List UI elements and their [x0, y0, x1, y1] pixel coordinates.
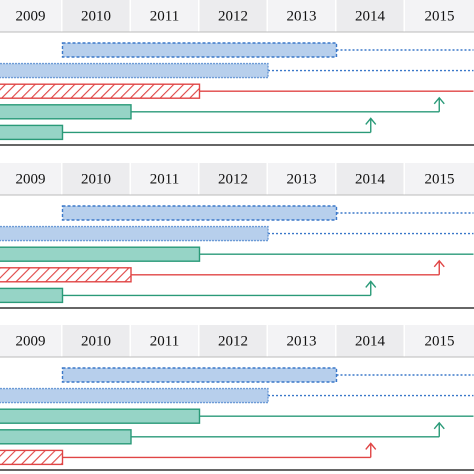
arrow-head — [365, 117, 377, 125]
duration-bar — [0, 225, 269, 242]
header-cell — [131, 325, 198, 357]
arrow-head — [433, 96, 445, 105]
header-cell — [0, 0, 61, 32]
header-cell — [268, 325, 335, 357]
header-cell — [199, 163, 267, 195]
duration-bar — [61, 42, 338, 58]
header-cell — [405, 163, 474, 195]
arrow-head — [365, 442, 377, 450]
year-label: 2009 — [16, 171, 46, 187]
arrow-head — [433, 259, 445, 268]
duration-bar — [0, 124, 64, 141]
year-label: 2014 — [355, 333, 386, 349]
duration-bar — [0, 287, 64, 304]
duration-bar — [0, 449, 64, 466]
header-cell — [131, 163, 198, 195]
year-label: 2015 — [425, 8, 455, 24]
year-label: 2009 — [16, 8, 46, 24]
year-label: 2010 — [81, 8, 111, 24]
header-cell — [199, 325, 267, 357]
header-cell — [0, 325, 61, 357]
year-label: 2012 — [218, 8, 248, 24]
year-label: 2015 — [425, 171, 455, 187]
header-cell — [336, 0, 404, 32]
year-label: 2010 — [81, 333, 111, 349]
header-cell — [336, 325, 404, 357]
duration-bar — [61, 367, 338, 383]
duration-bar — [0, 429, 132, 445]
header-cell — [405, 325, 474, 357]
header-cell — [268, 163, 335, 195]
header-cell — [336, 163, 404, 195]
year-label: 2015 — [425, 333, 455, 349]
duration-bar — [61, 205, 338, 221]
year-label: 2013 — [287, 8, 317, 24]
duration-bar — [0, 408, 201, 424]
duration-bar — [0, 83, 201, 99]
duration-bar — [0, 246, 201, 262]
header-cell — [199, 0, 267, 32]
header-cell — [62, 0, 130, 32]
duration-bar — [0, 104, 132, 120]
arrow-head — [365, 280, 377, 288]
duration-bar — [0, 267, 132, 283]
year-label: 2013 — [287, 333, 317, 349]
header-cell — [131, 0, 198, 32]
year-label: 2011 — [150, 8, 179, 24]
year-label: 2009 — [16, 333, 46, 349]
header-cell — [268, 0, 335, 32]
year-label: 2014 — [355, 171, 386, 187]
header-cell — [62, 163, 130, 195]
year-label: 2013 — [287, 171, 317, 187]
year-label: 2012 — [218, 333, 248, 349]
header-cell — [0, 163, 61, 195]
duration-bar — [0, 387, 269, 404]
year-label: 2014 — [355, 8, 386, 24]
header-cell — [405, 0, 474, 32]
year-label: 2011 — [150, 333, 179, 349]
arrow-head — [433, 421, 445, 430]
year-label: 2010 — [81, 171, 111, 187]
duration-bar — [0, 62, 269, 79]
header-cell — [62, 325, 130, 357]
year-label: 2011 — [150, 171, 179, 187]
year-label: 2012 — [218, 171, 248, 187]
